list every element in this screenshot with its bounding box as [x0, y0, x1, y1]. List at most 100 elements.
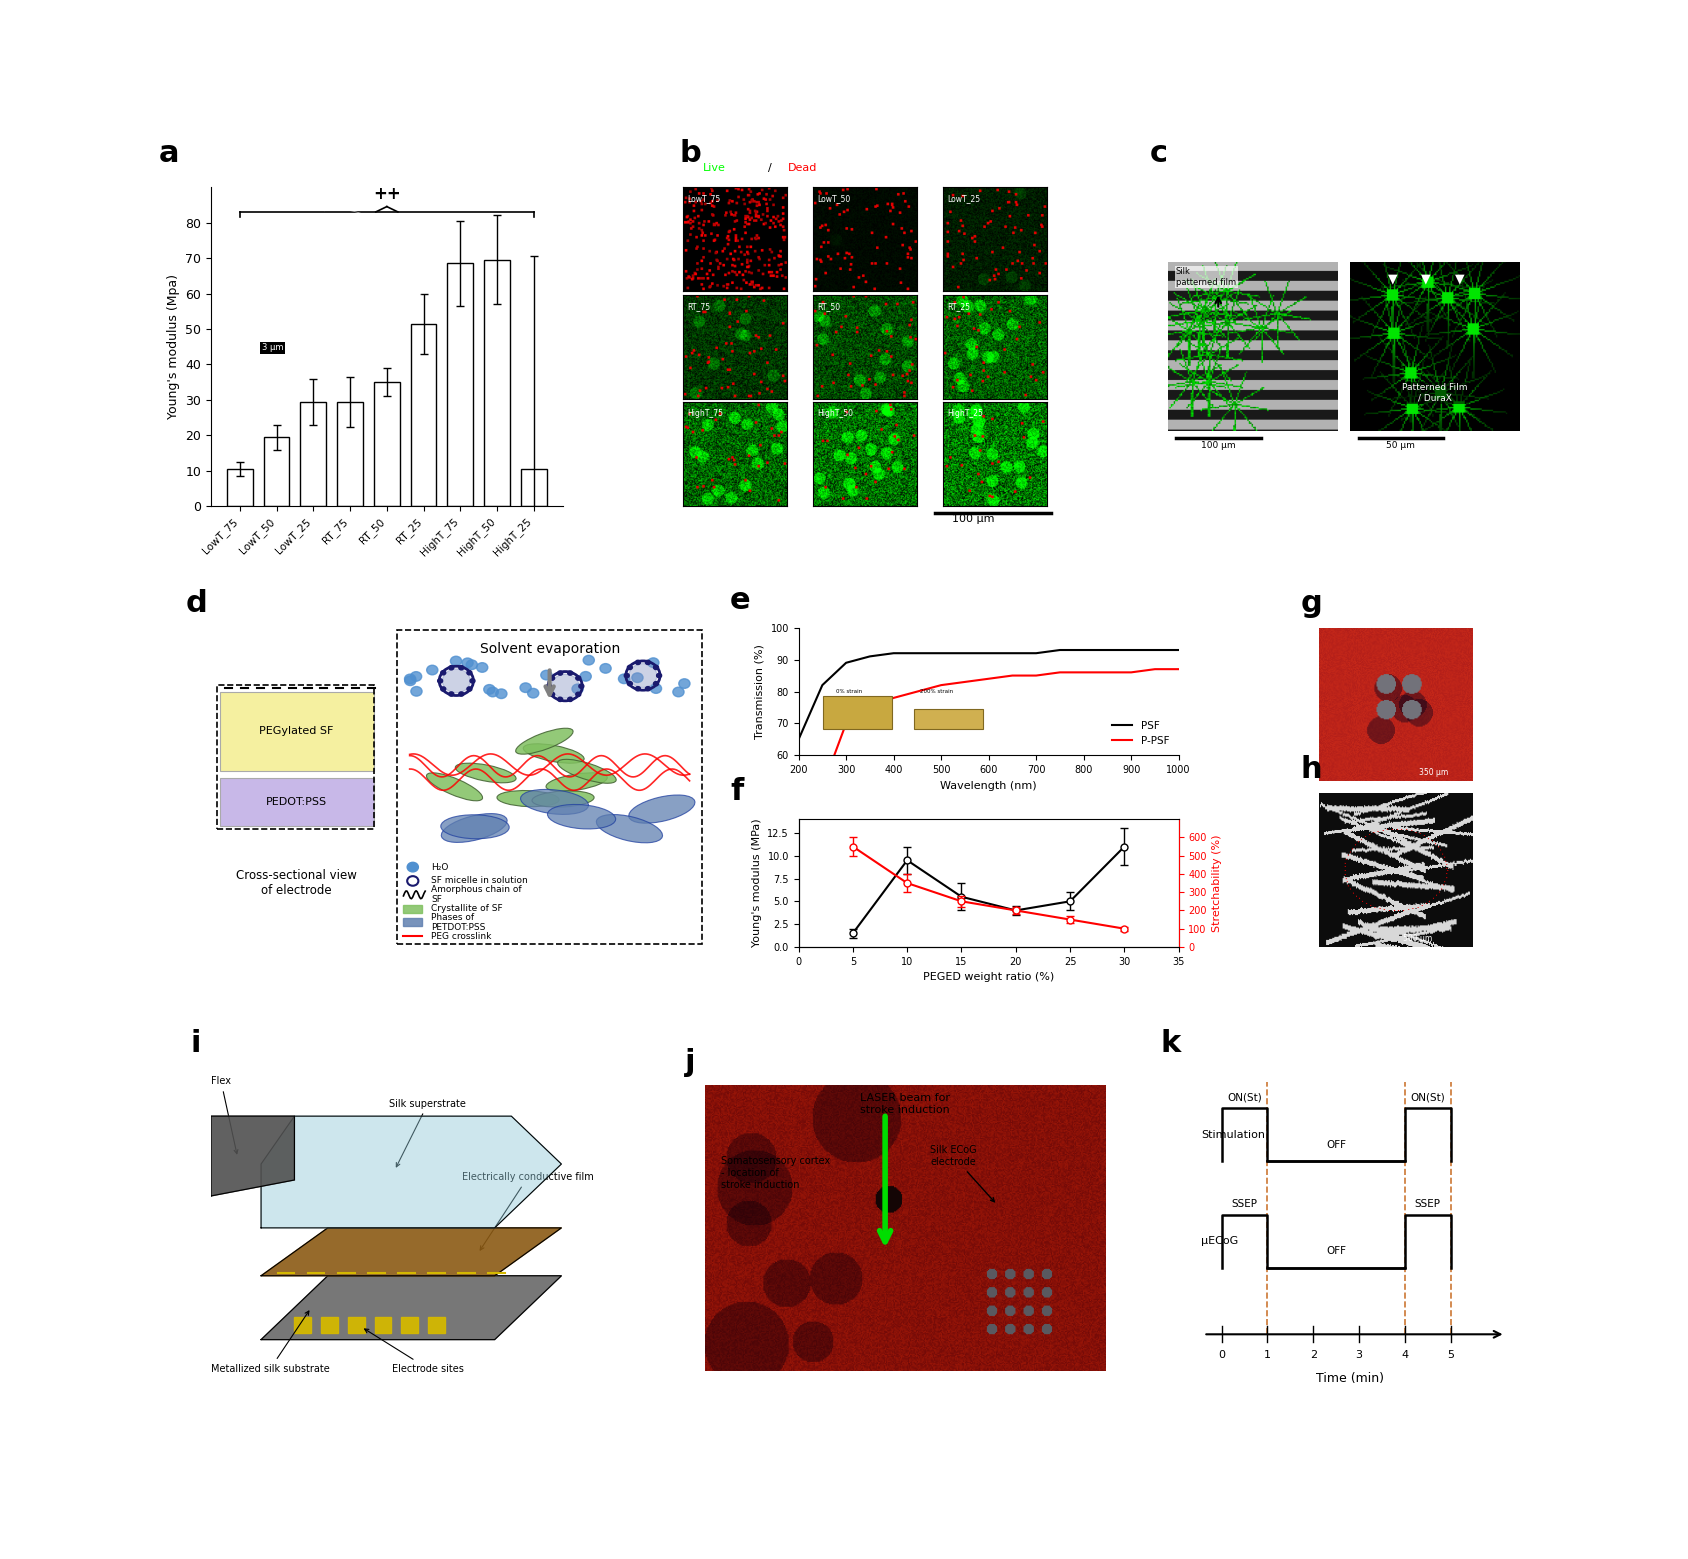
Text: e: e	[731, 586, 751, 614]
Polygon shape	[262, 1116, 562, 1228]
P-PSF	[1026, 666, 1047, 684]
Circle shape	[645, 661, 650, 664]
Text: RT_50: RT_50	[817, 302, 841, 310]
Text: SSEP: SSEP	[1232, 1199, 1258, 1208]
P-PSF	[1121, 663, 1141, 681]
Bar	[338, 402, 363, 507]
Text: Crystallite of SF: Crystallite of SF	[432, 904, 503, 914]
Circle shape	[459, 692, 464, 697]
Text: b: b	[680, 139, 701, 167]
Text: Live: Live	[702, 164, 726, 173]
Text: 3: 3	[1355, 1350, 1362, 1361]
Circle shape	[572, 684, 582, 694]
Circle shape	[625, 673, 630, 678]
PSF	[1050, 641, 1070, 659]
Text: Silk
patterned film: Silk patterned film	[1177, 267, 1236, 287]
Text: 1: 1	[1264, 1350, 1271, 1361]
Bar	[375, 1317, 392, 1333]
Circle shape	[628, 666, 633, 669]
Text: Time (min): Time (min)	[1317, 1372, 1384, 1386]
Text: μECoG: μECoG	[1202, 1236, 1239, 1246]
Text: Electrically conductive film: Electrically conductive film	[463, 1172, 594, 1250]
Circle shape	[441, 688, 446, 691]
Ellipse shape	[596, 814, 662, 843]
P-PSF	[1003, 666, 1023, 684]
PSF	[1097, 641, 1117, 659]
Text: HighT_75: HighT_75	[687, 410, 722, 418]
Text: OFF: OFF	[1327, 1140, 1345, 1151]
Text: ON(St): ON(St)	[1409, 1093, 1445, 1102]
P-PSF	[1144, 659, 1165, 678]
Circle shape	[679, 678, 690, 689]
Circle shape	[557, 670, 562, 675]
P-PSF	[1074, 663, 1094, 681]
Circle shape	[674, 688, 684, 697]
Y-axis label: Stretchability (%): Stretchability (%)	[1212, 834, 1222, 932]
Circle shape	[427, 666, 437, 675]
Circle shape	[441, 670, 446, 675]
Circle shape	[484, 684, 495, 694]
Circle shape	[405, 677, 415, 686]
Circle shape	[550, 692, 555, 697]
Text: k: k	[1160, 1029, 1180, 1059]
Bar	[348, 1317, 365, 1333]
Circle shape	[579, 684, 584, 689]
Text: Cross-sectional view
of electrode: Cross-sectional view of electrode	[236, 868, 356, 896]
Text: Electrode sites: Electrode sites	[365, 1328, 464, 1373]
Bar	[522, 469, 547, 507]
Circle shape	[520, 683, 532, 692]
Circle shape	[557, 697, 562, 702]
Circle shape	[552, 673, 579, 698]
PSF	[836, 653, 856, 672]
Circle shape	[442, 669, 471, 692]
P-PSF	[1168, 659, 1188, 678]
Circle shape	[410, 672, 422, 681]
Bar	[429, 1317, 444, 1333]
P-PSF	[932, 675, 952, 694]
Bar	[300, 402, 326, 507]
Bar	[403, 918, 422, 926]
Ellipse shape	[545, 773, 608, 792]
Text: Patterned Film
/ DuraX: Patterned Film / DuraX	[1403, 384, 1467, 402]
P-PSF	[812, 778, 832, 797]
Text: Stimulation: Stimulation	[1202, 1130, 1264, 1140]
Bar	[403, 904, 422, 912]
Circle shape	[631, 673, 643, 683]
Text: PEGylated SF: PEGylated SF	[260, 726, 334, 736]
PSF	[1168, 641, 1188, 659]
Text: a: a	[159, 139, 179, 167]
Text: c: c	[1150, 139, 1168, 167]
Text: Somatosensory cortex
- location of
stroke induction: Somatosensory cortex - location of strok…	[721, 1157, 830, 1190]
Ellipse shape	[628, 795, 695, 823]
P-PSF	[1097, 663, 1117, 681]
Text: 500 μm: 500 μm	[1403, 934, 1433, 943]
Polygon shape	[262, 1228, 562, 1275]
Circle shape	[468, 670, 473, 675]
Circle shape	[599, 664, 611, 673]
Ellipse shape	[456, 764, 517, 783]
Text: ▼: ▼	[1455, 273, 1465, 285]
Y-axis label: Young's modulus (MPa): Young's modulus (MPa)	[751, 818, 761, 948]
Ellipse shape	[427, 773, 483, 801]
Circle shape	[468, 688, 473, 691]
Circle shape	[547, 684, 552, 689]
Text: HighT_25: HighT_25	[947, 410, 982, 418]
PSF	[955, 644, 976, 663]
Circle shape	[449, 692, 454, 697]
Circle shape	[449, 666, 454, 670]
Circle shape	[635, 686, 640, 691]
PSF	[1121, 641, 1141, 659]
Circle shape	[576, 692, 581, 697]
Circle shape	[463, 658, 473, 667]
Line: PSF: PSF	[798, 650, 1178, 739]
Circle shape	[581, 672, 591, 681]
Text: ON(St): ON(St)	[1227, 1093, 1263, 1102]
Ellipse shape	[520, 789, 589, 814]
Polygon shape	[262, 1275, 562, 1339]
Circle shape	[437, 678, 442, 683]
Text: SF micelle in solution: SF micelle in solution	[432, 876, 528, 886]
Ellipse shape	[496, 790, 559, 806]
Circle shape	[650, 684, 662, 694]
Text: j: j	[685, 1048, 695, 1077]
Circle shape	[630, 664, 657, 688]
